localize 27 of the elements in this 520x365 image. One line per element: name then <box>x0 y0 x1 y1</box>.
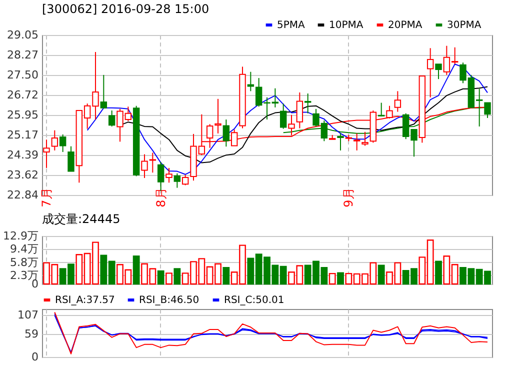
legend-label: 10PMA <box>329 20 364 31</box>
y-tick-label: 12.9万 <box>3 230 38 242</box>
legend-label: RSI_C:50.01 <box>224 295 284 306</box>
series-label: RSI_A:37.57 <box>55 295 115 306</box>
chart-title: [300062] 2016-09-28 15:00 <box>42 2 210 16</box>
y-tick-label: 26.72 <box>7 88 38 102</box>
x-tick-label: 8月 <box>154 188 168 208</box>
y-tick-label: 22.84 <box>7 188 38 202</box>
x-tick-label: 9月 <box>342 188 356 208</box>
legend-label: RSI_B:46.50 <box>139 295 200 306</box>
legend-label: 30PMA <box>447 20 482 31</box>
legend-label: 5PMA <box>277 20 306 31</box>
text: 成交量:24445 <box>42 212 120 226</box>
y-tick-label: 29.05 <box>7 28 38 42</box>
y-tick-label: 25.95 <box>7 108 38 122</box>
y-tick-label: 5.8万 <box>10 256 38 269</box>
y-tick-label: 27.50 <box>7 68 38 82</box>
y-tick-label: 9.4万 <box>10 242 38 256</box>
y-tick-label: 25.17 <box>7 128 38 142</box>
y-tick-label: 107 <box>18 308 38 322</box>
y-tick-label: 23.62 <box>7 168 38 182</box>
y-tick-label: 0 <box>32 350 38 364</box>
x-tick-label: 7月 <box>39 188 54 208</box>
y-tick-label: 24.39 <box>7 148 38 162</box>
y-tick-label: 28.27 <box>7 48 38 62</box>
y-tick-label: 59 <box>24 327 38 340</box>
legend-label: 20PMA <box>388 20 422 31</box>
